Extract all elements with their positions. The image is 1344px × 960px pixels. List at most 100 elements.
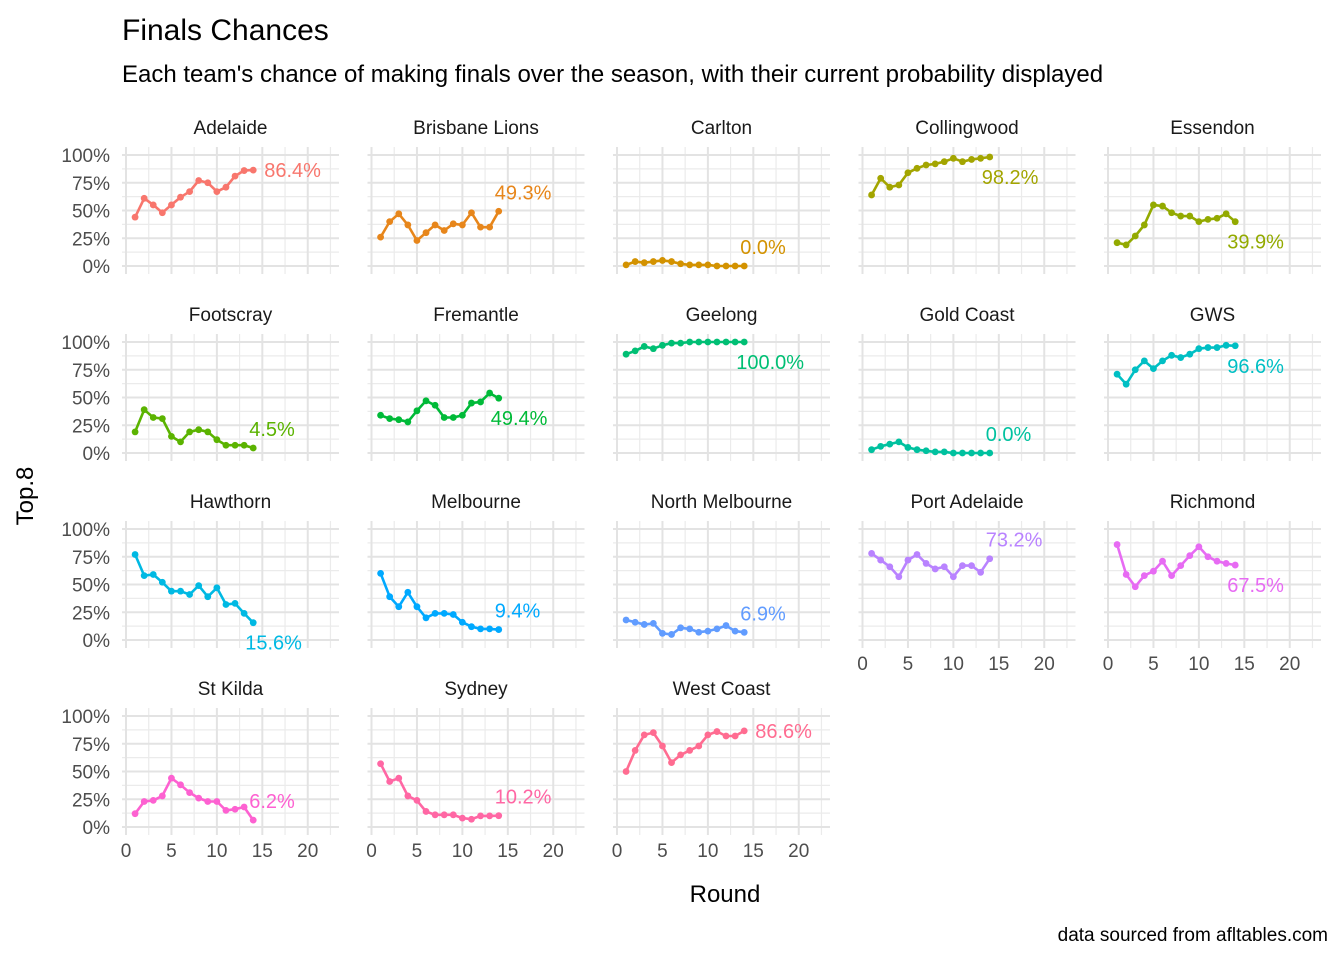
data-point	[468, 623, 475, 631]
data-point	[131, 428, 139, 436]
data-point	[249, 816, 257, 824]
panel-title: Essendon	[1170, 118, 1255, 139]
data-point	[631, 347, 639, 355]
data-point	[177, 587, 184, 595]
data-point	[440, 609, 448, 617]
data-point	[486, 812, 494, 820]
data-point	[640, 343, 648, 350]
current-probability-label: 15.6%	[245, 633, 302, 655]
data-point	[1231, 218, 1239, 226]
panel-title: Sydney	[444, 679, 508, 700]
y-tick-label: 50%	[72, 202, 110, 223]
chart-subtitle: Each team's chance of making finals over…	[122, 61, 1103, 88]
data-point	[940, 448, 948, 456]
data-point	[413, 603, 421, 611]
data-point	[704, 731, 712, 739]
data-point	[1150, 365, 1157, 373]
data-point	[140, 194, 148, 202]
data-point	[231, 441, 239, 449]
y-tick-label: 50%	[72, 763, 110, 784]
current-probability-label: 4.5%	[249, 419, 295, 441]
y-tick-label: 100%	[61, 333, 110, 354]
data-point	[622, 261, 630, 269]
panel-title: Collingwood	[915, 118, 1019, 139]
data-point	[177, 438, 184, 446]
chart-title: Finals Chances	[122, 14, 329, 47]
panel-gws: GWS 96.6%	[1104, 305, 1321, 461]
panel-grid	[613, 708, 830, 835]
data-point	[904, 556, 912, 564]
data-point	[677, 624, 685, 632]
data-point	[168, 432, 175, 440]
data-point	[922, 560, 930, 567]
panel-carlton: Carlton 0.0%	[613, 118, 830, 274]
data-point	[677, 751, 685, 759]
y-tick-label: 25%	[72, 416, 110, 437]
data-point	[1131, 583, 1139, 591]
data-point	[695, 742, 703, 750]
data-point	[913, 551, 921, 558]
data-point	[913, 164, 921, 172]
data-point	[240, 167, 248, 174]
current-probability-label: 86.6%	[755, 721, 812, 743]
current-probability-label: 67.5%	[1227, 575, 1284, 597]
panel-grid	[1104, 147, 1321, 274]
panel-title: Gold Coast	[919, 305, 1015, 326]
x-tick-label: 0	[1103, 654, 1114, 675]
panel-port-adelaide: Port Adelaide 0 5 10 15 20 73.2%	[857, 492, 1076, 675]
data-point	[904, 444, 912, 451]
data-point	[886, 440, 894, 448]
data-point	[177, 781, 184, 789]
panel-geelong: Geelong 100.0%	[613, 305, 830, 461]
x-tick-label: 15	[988, 654, 1009, 675]
data-point	[977, 449, 985, 457]
data-point	[677, 260, 685, 268]
data-point	[940, 158, 948, 166]
data-point	[622, 768, 630, 775]
data-point	[895, 181, 903, 189]
data-point	[140, 798, 148, 805]
panel-grid	[367, 708, 585, 835]
data-point	[1168, 572, 1176, 580]
y-tick-label: 100%	[61, 707, 110, 728]
panel-essendon: Essendon 39.9%	[1104, 118, 1321, 274]
panel-grid	[1104, 521, 1321, 648]
x-tick-label: 5	[903, 654, 914, 675]
data-point	[704, 261, 712, 269]
data-point	[158, 578, 166, 586]
data-point	[695, 338, 703, 346]
data-point	[622, 616, 630, 624]
data-point	[1222, 560, 1230, 567]
data-point	[431, 401, 439, 409]
data-point	[704, 627, 712, 635]
data-point	[731, 338, 739, 346]
data-point	[1195, 345, 1203, 353]
data-point	[186, 789, 194, 796]
data-point	[968, 156, 975, 163]
data-point	[222, 183, 230, 191]
data-point	[377, 411, 384, 419]
data-point	[1204, 215, 1212, 223]
y-tick-label: 0%	[83, 631, 111, 652]
panel-grid	[858, 334, 1076, 461]
data-point	[377, 233, 384, 241]
data-point	[386, 415, 394, 422]
data-point	[968, 562, 975, 570]
data-point	[404, 792, 412, 800]
data-point	[1195, 218, 1203, 226]
data-point	[686, 747, 694, 754]
data-point	[204, 179, 212, 187]
data-point	[377, 760, 384, 768]
data-point	[622, 350, 630, 358]
data-point	[449, 220, 457, 228]
data-point	[731, 627, 739, 635]
data-point	[204, 428, 212, 436]
data-point	[1113, 541, 1121, 548]
data-point	[213, 798, 221, 805]
data-point	[486, 223, 494, 231]
data-point	[895, 438, 903, 446]
y-tick-label: 100%	[61, 146, 110, 167]
panel-grid	[122, 334, 339, 461]
current-probability-label: 98.2%	[982, 167, 1039, 189]
data-point	[222, 806, 230, 814]
